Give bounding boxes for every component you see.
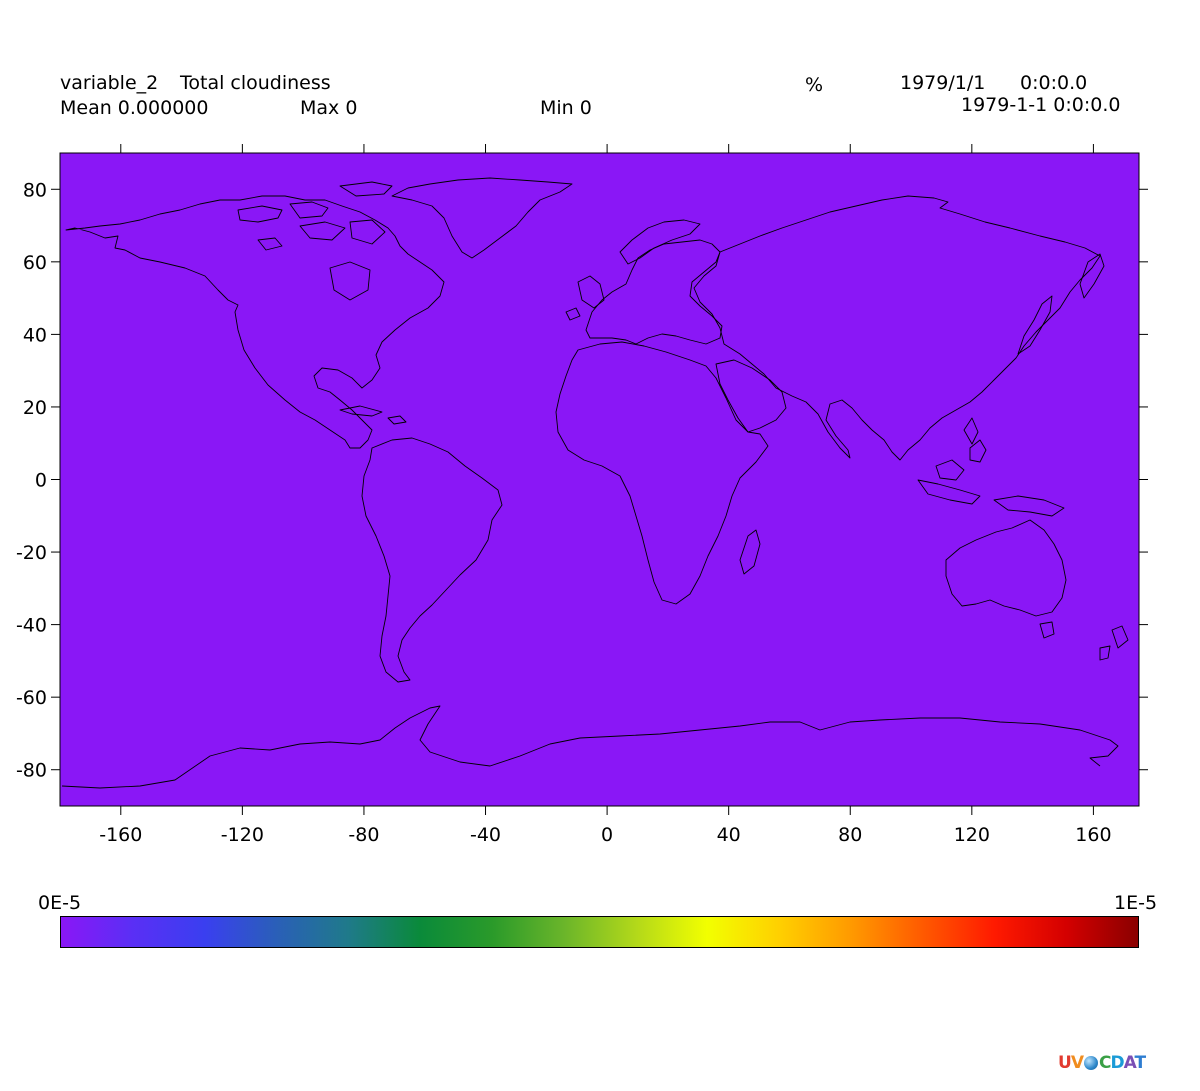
y-tick-label: -60 — [16, 687, 47, 709]
colorbar-max-label: 1E-5 — [1114, 892, 1158, 914]
y-tick-label: 60 — [23, 252, 47, 274]
max-label: Max 0 — [300, 97, 358, 119]
variable-name: variable_2 — [60, 72, 159, 94]
y-tick-label: 80 — [23, 179, 47, 201]
min-label: Min 0 — [540, 97, 592, 119]
y-tick-label: -80 — [16, 760, 47, 782]
colorbar-min-label: 0E-5 — [38, 892, 82, 914]
uvcdat-logo: UV CDAT — [1058, 1053, 1146, 1073]
globe-icon — [1083, 1056, 1098, 1070]
y-tick-label: 40 — [23, 324, 47, 346]
x-tick-label: 0 — [601, 824, 613, 846]
variable-long-name: Total cloudiness — [180, 72, 331, 94]
x-tick-label: 160 — [1075, 824, 1111, 846]
datetime-label: 1979-1-1 0:0:0.0 — [961, 94, 1121, 116]
x-tick-label: -80 — [348, 824, 379, 846]
y-tick-label: -40 — [16, 615, 47, 637]
x-tick-label: 120 — [954, 824, 990, 846]
y-tick-label: 20 — [23, 397, 47, 419]
x-tick-label: 40 — [717, 824, 741, 846]
date-label: 1979/1/1 — [900, 72, 986, 94]
units-label: % — [805, 74, 824, 96]
map-fill — [60, 153, 1139, 806]
y-tick-label: -20 — [16, 542, 47, 564]
mean-label: Mean 0.000000 — [60, 97, 209, 119]
time-label: 0:0:0.0 — [1020, 72, 1088, 94]
x-tick-label: 80 — [838, 824, 862, 846]
coastlines — [61, 177, 1129, 789]
map-plot: -160 -120 -80 -40 0 40 80 120 160 80 60 40 20 0 -20 -40… — [16, 144, 1148, 846]
x-tick-label: -40 — [470, 824, 501, 846]
colorbar — [60, 916, 1139, 948]
x-tick-label: -160 — [99, 824, 142, 846]
x-tick-label: -120 — [221, 824, 264, 846]
y-tick-label: 0 — [35, 470, 47, 492]
